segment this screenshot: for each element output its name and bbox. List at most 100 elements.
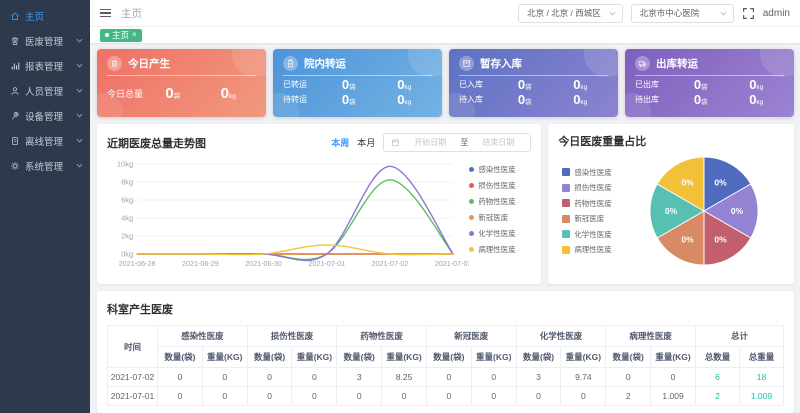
- cell-value: 0: [425, 386, 472, 406]
- stat-kg-value: 0kg: [749, 77, 764, 92]
- stat-kg-value: 0kg: [220, 84, 236, 102]
- hospital-select-value: 北京市中心医院: [639, 8, 700, 18]
- main-area: 主页 北京 / 北京 / 西城区 北京市中心医院 admin 主页: [90, 0, 800, 413]
- truck-icon: [638, 61, 647, 67]
- home-icon: [11, 11, 19, 20]
- svg-text:0%: 0%: [715, 235, 728, 245]
- card-title: 暂存入库: [480, 58, 522, 70]
- cell-value: 0: [470, 386, 517, 406]
- charts-row: 近期医废总量走势图 本周 本月 开始日期 至 结束日期: [97, 124, 794, 284]
- legend-item[interactable]: 损伤性医废: [562, 182, 624, 193]
- this-month-button[interactable]: 本月: [357, 138, 376, 148]
- this-week-button[interactable]: 本周: [331, 138, 350, 148]
- sidebar-item-label: 人员管理: [25, 86, 64, 98]
- col-group-header: 新冠医废: [425, 325, 517, 347]
- start-date-input[interactable]: 开始日期: [414, 138, 447, 147]
- cell-value: 0: [291, 386, 338, 406]
- cell-value: 0: [425, 367, 472, 387]
- department-table-panel: 科室产生医废 时间 感染性医废 损伤性医废 药物性医废 新冠医废 化学性医废 病理性医废 总计…: [97, 291, 794, 413]
- legend-label: 化学性医废: [574, 229, 612, 239]
- cell-total-weight: 18: [738, 367, 785, 387]
- cell-value: 9.74: [560, 367, 607, 387]
- hospital-select[interactable]: 北京市中心医院: [630, 3, 734, 23]
- card-stat-row: 今日总量 0袋 0kg: [107, 77, 256, 109]
- legend-swatch-icon: [562, 214, 571, 223]
- sidebar-item-offline[interactable]: 离线管理: [0, 128, 90, 153]
- pie-slice: [703, 156, 752, 212]
- chevron-down-icon: [76, 60, 83, 71]
- chevron-down-icon: [609, 11, 616, 16]
- legend-item[interactable]: 感染性医废: [469, 164, 531, 175]
- sidebar-item-label: 设备管理: [25, 111, 64, 123]
- svg-text:2021-07-02: 2021-07-02: [372, 259, 409, 268]
- svg-text:0%: 0%: [665, 206, 678, 216]
- sidebar-item-system[interactable]: 系统管理: [0, 153, 90, 178]
- card-header: 院内转运: [283, 56, 432, 71]
- legend-swatch-icon: [562, 199, 571, 208]
- stat-label: 待转运: [283, 95, 307, 104]
- svg-text:8kg: 8kg: [121, 178, 133, 187]
- cell-value: 0: [246, 386, 293, 406]
- legend-item[interactable]: 损伤性医废: [469, 180, 531, 191]
- region-select[interactable]: 北京 / 北京 / 西城区: [518, 3, 623, 23]
- legend-item[interactable]: 化学性医废: [562, 229, 624, 240]
- user-menu[interactable]: admin: [762, 7, 790, 19]
- cell-value: 3: [515, 367, 562, 387]
- legend-item[interactable]: 病理性医废: [469, 244, 531, 255]
- card-today-produce: 今日产生 今日总量 0袋 0kg: [97, 49, 266, 117]
- date-range-picker[interactable]: 开始日期 至 结束日期: [383, 133, 532, 152]
- legend-item[interactable]: 药物性医废: [469, 196, 531, 207]
- department-waste-table: 时间 感染性医废 损伤性医废 药物性医废 新冠医废 化学性医废 病理性医废 总计 数量(袋) 重量…: [107, 325, 785, 406]
- fullscreen-icon[interactable]: [742, 7, 755, 20]
- legend-item[interactable]: 新冠医废: [469, 212, 531, 223]
- tab-home[interactable]: 主页 ×: [100, 28, 142, 42]
- trash-icon: [111, 60, 118, 67]
- archive-icon: [463, 60, 470, 67]
- col-subheader-weight: 重量(KG): [560, 346, 607, 368]
- legend-item[interactable]: 化学性医废: [469, 228, 531, 239]
- legend-dot-icon: [469, 247, 475, 252]
- svg-text:2021-07-03: 2021-07-03: [435, 259, 470, 268]
- col-header-time: 时间: [107, 325, 158, 368]
- cell-total-weight: 1.009: [738, 386, 785, 406]
- pie-slice: [703, 210, 752, 266]
- trend-panel-header: 近期医废总量走势图 本周 本月 开始日期 至 结束日期: [107, 133, 532, 152]
- card-header: 出库转运: [635, 56, 784, 71]
- legend-label: 药物性医废: [478, 197, 516, 206]
- sidebar-item-label: 医废管理: [25, 36, 64, 48]
- legend-swatch-icon: [562, 168, 571, 177]
- sidebar-item-home[interactable]: 主页: [0, 3, 90, 28]
- pie-slice: [656, 210, 705, 266]
- sidebar-item-personnel[interactable]: 人员管理: [0, 78, 90, 103]
- col-subheader-qty: 数量(袋): [157, 346, 203, 368]
- cell-value: 0: [605, 367, 652, 387]
- legend-label: 病理性医废: [574, 245, 612, 255]
- end-date-input[interactable]: 结束日期: [482, 138, 515, 147]
- sidebar-item-device[interactable]: 设备管理: [0, 103, 90, 128]
- card-title: 出库转运: [656, 58, 698, 70]
- cell-time: 2021-07-01: [107, 386, 158, 406]
- hamburger-menu-icon[interactable]: [100, 8, 111, 18]
- legend-item[interactable]: 感染性医废: [562, 167, 624, 178]
- person-icon: [11, 86, 19, 95]
- cell-total-qty: 2: [694, 386, 740, 406]
- close-icon[interactable]: ×: [132, 30, 137, 39]
- legend-item[interactable]: 新冠医废: [562, 213, 624, 224]
- col-subheader-weight: 重量(KG): [291, 346, 338, 368]
- cell-value: 2: [605, 386, 652, 406]
- sidebar-item-waste[interactable]: 医废管理: [0, 28, 90, 53]
- page-content: 今日产生 今日总量 0袋 0kg 院内转运 已转运 0袋 0kg 待转运 0袋 …: [90, 43, 800, 413]
- legend-dot-icon: [469, 199, 475, 204]
- cell-value: 0: [291, 367, 338, 387]
- legend-item[interactable]: 药物性医废: [562, 198, 624, 209]
- legend-dot-icon: [469, 183, 475, 188]
- col-group-header: 损伤性医废: [246, 325, 338, 347]
- col-subheader-qty: 数量(袋): [336, 346, 383, 368]
- sidebar-item-label: 主页: [25, 11, 45, 23]
- sidebar-item-report[interactable]: 报表管理: [0, 53, 90, 78]
- legend-swatch-icon: [562, 230, 571, 239]
- card-stat-row: 待转运 0袋 0kg: [283, 92, 432, 107]
- legend-item[interactable]: 病理性医废: [562, 244, 624, 255]
- legend-label: 新冠医废: [478, 213, 509, 222]
- pie-slice: [649, 183, 706, 239]
